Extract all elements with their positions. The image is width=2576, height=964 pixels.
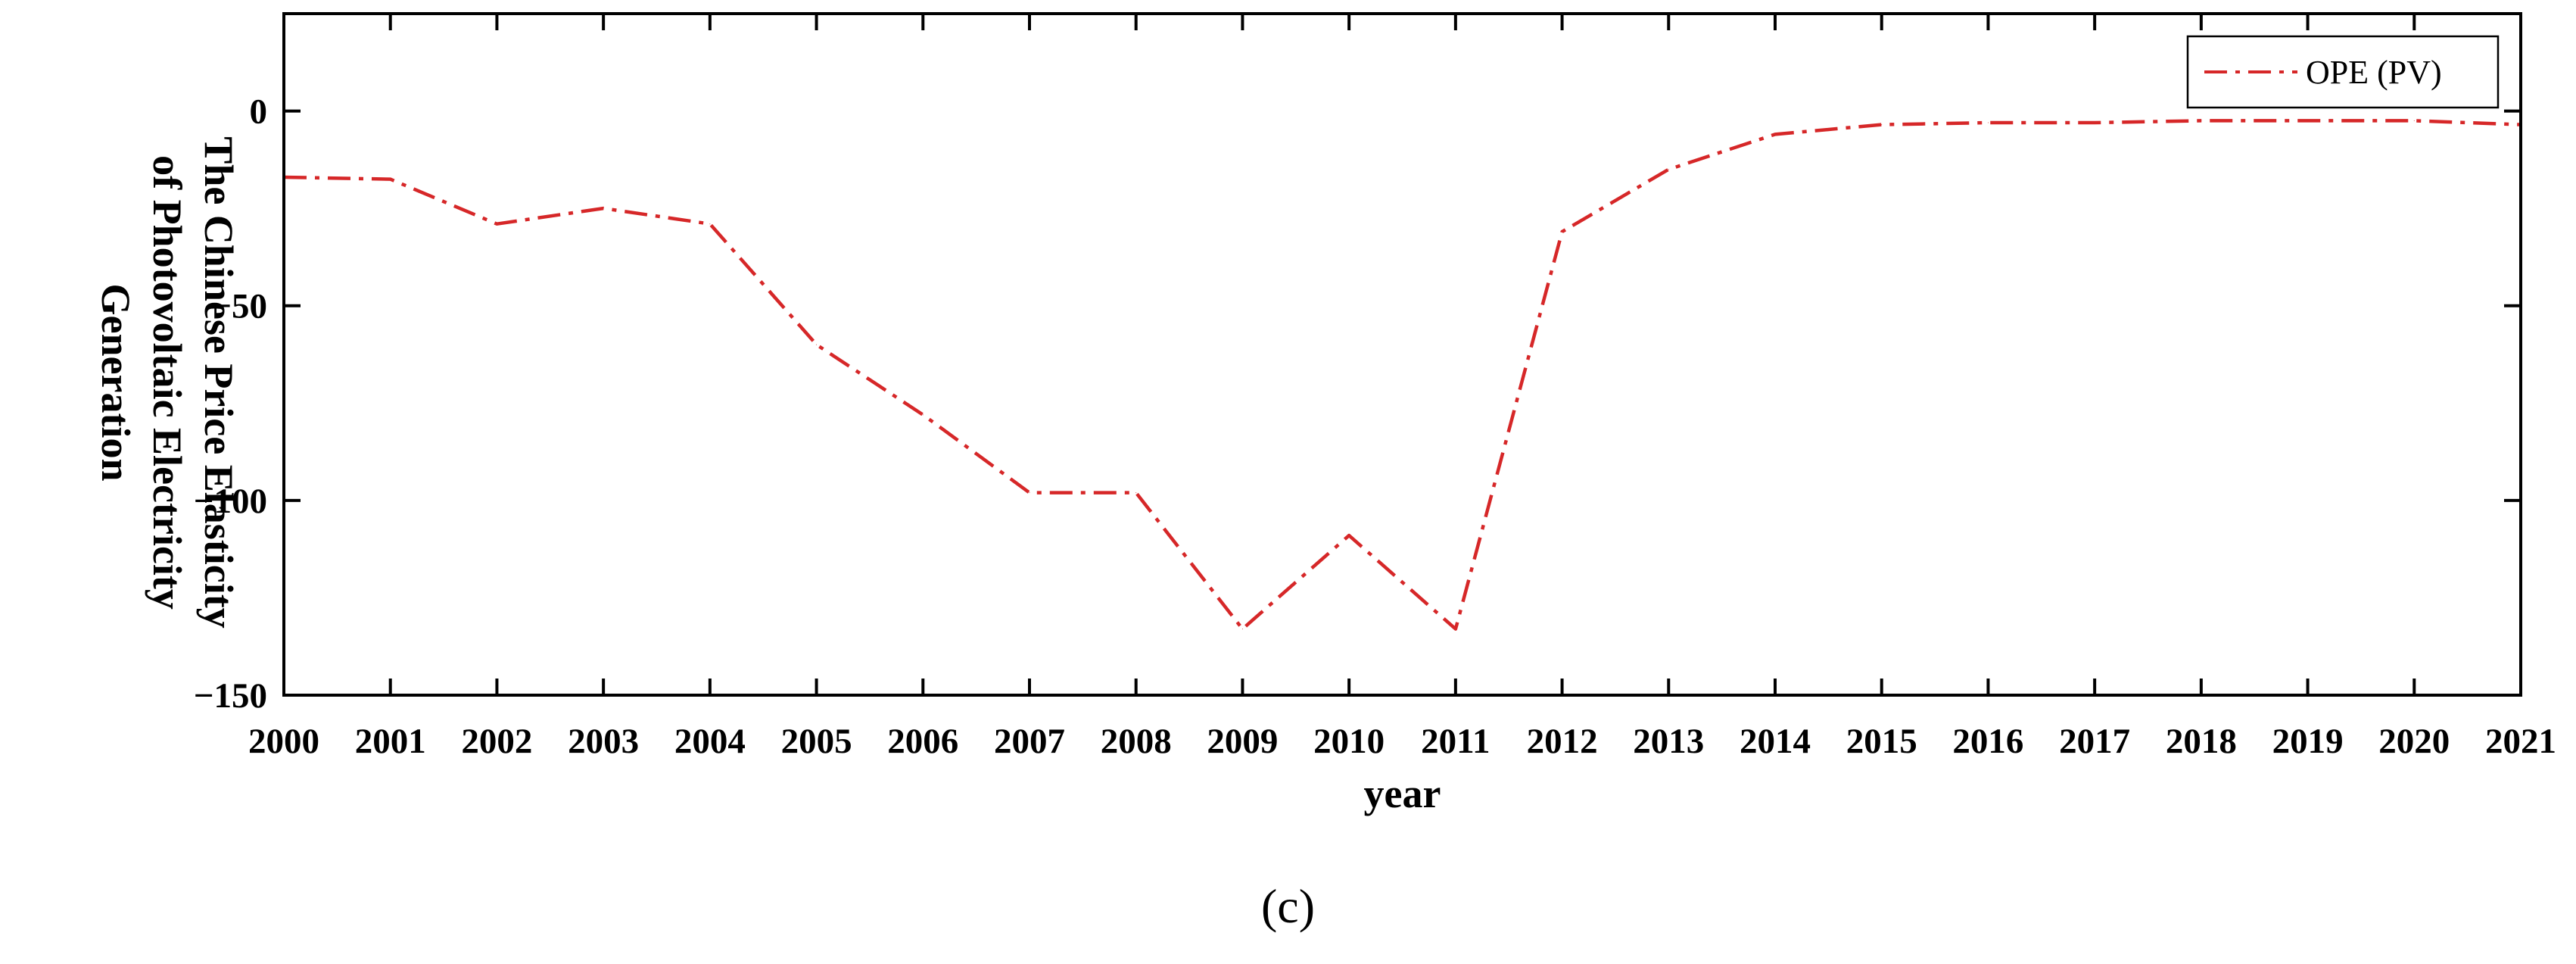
panel-label: (c) bbox=[1260, 879, 1316, 933]
data-point bbox=[922, 414, 924, 416]
x-tick-label: 2006 bbox=[887, 722, 958, 761]
x-tick-label: 2007 bbox=[994, 722, 1065, 761]
x-tick-label: 2011 bbox=[1421, 722, 1490, 761]
x-tick-label: 2008 bbox=[1101, 722, 1172, 761]
data-point bbox=[1029, 492, 1030, 494]
x-tick-label: 2010 bbox=[1313, 722, 1385, 761]
plot-area bbox=[283, 119, 2521, 631]
x-axis: 2000 2001 2002 2003 2004 2005 2006 2007 2008 2009… bbox=[248, 14, 2556, 761]
x-tick-label: 2019 bbox=[2272, 722, 2344, 761]
data-point bbox=[2413, 120, 2415, 121]
x-tick-label: 2014 bbox=[1740, 722, 1811, 761]
x-tick-label: 2012 bbox=[1527, 722, 1598, 761]
plot-frame bbox=[282, 12, 2522, 697]
legend: OPE (PV) bbox=[2186, 35, 2500, 109]
x-tick-label: 2001 bbox=[355, 722, 426, 761]
data-point bbox=[1774, 133, 1776, 135]
x-tick-label: 2003 bbox=[568, 722, 639, 761]
y-tick-label: −100 bbox=[194, 482, 267, 521]
x-tick-label: 2018 bbox=[2166, 722, 2237, 761]
data-point bbox=[1668, 169, 1669, 170]
x-tick-label: 2002 bbox=[461, 722, 532, 761]
data-point bbox=[603, 207, 604, 209]
data-point bbox=[2307, 120, 2309, 121]
x-tick-label: 2020 bbox=[2378, 722, 2450, 761]
y-axis-title-line: Generation bbox=[93, 284, 139, 482]
x-tick-label: 2005 bbox=[781, 722, 852, 761]
data-point bbox=[1135, 492, 1137, 494]
y-tick-label: −50 bbox=[211, 287, 267, 326]
x-tick-label: 2013 bbox=[1633, 722, 1704, 761]
data-point bbox=[709, 223, 711, 225]
x-tick-label: 2009 bbox=[1207, 722, 1278, 761]
x-tick-label: 2016 bbox=[1952, 722, 2023, 761]
x-tick-label: 2004 bbox=[674, 722, 746, 761]
y-tick-label: 0 bbox=[250, 92, 268, 132]
y-tick-label: −150 bbox=[194, 676, 267, 716]
x-axis-title: year bbox=[1364, 771, 1441, 816]
legend-label: OPE (PV) bbox=[2306, 54, 2442, 91]
data-point bbox=[1348, 535, 1350, 536]
x-tick-label: 2015 bbox=[1846, 722, 1917, 761]
y-axis-title-line: The Chinese Price Elasticity bbox=[196, 136, 241, 628]
data-point bbox=[1881, 124, 1883, 126]
series-line bbox=[283, 119, 2521, 631]
y-axis: 0 −50 −100 −150 bbox=[194, 92, 2521, 716]
x-tick-label: 2000 bbox=[248, 722, 319, 761]
x-tick-label: 2017 bbox=[2059, 722, 2130, 761]
x-tick-label: 2021 bbox=[2485, 722, 2556, 761]
y-axis-title-line: of Photovoltaic Electricity bbox=[145, 155, 190, 610]
